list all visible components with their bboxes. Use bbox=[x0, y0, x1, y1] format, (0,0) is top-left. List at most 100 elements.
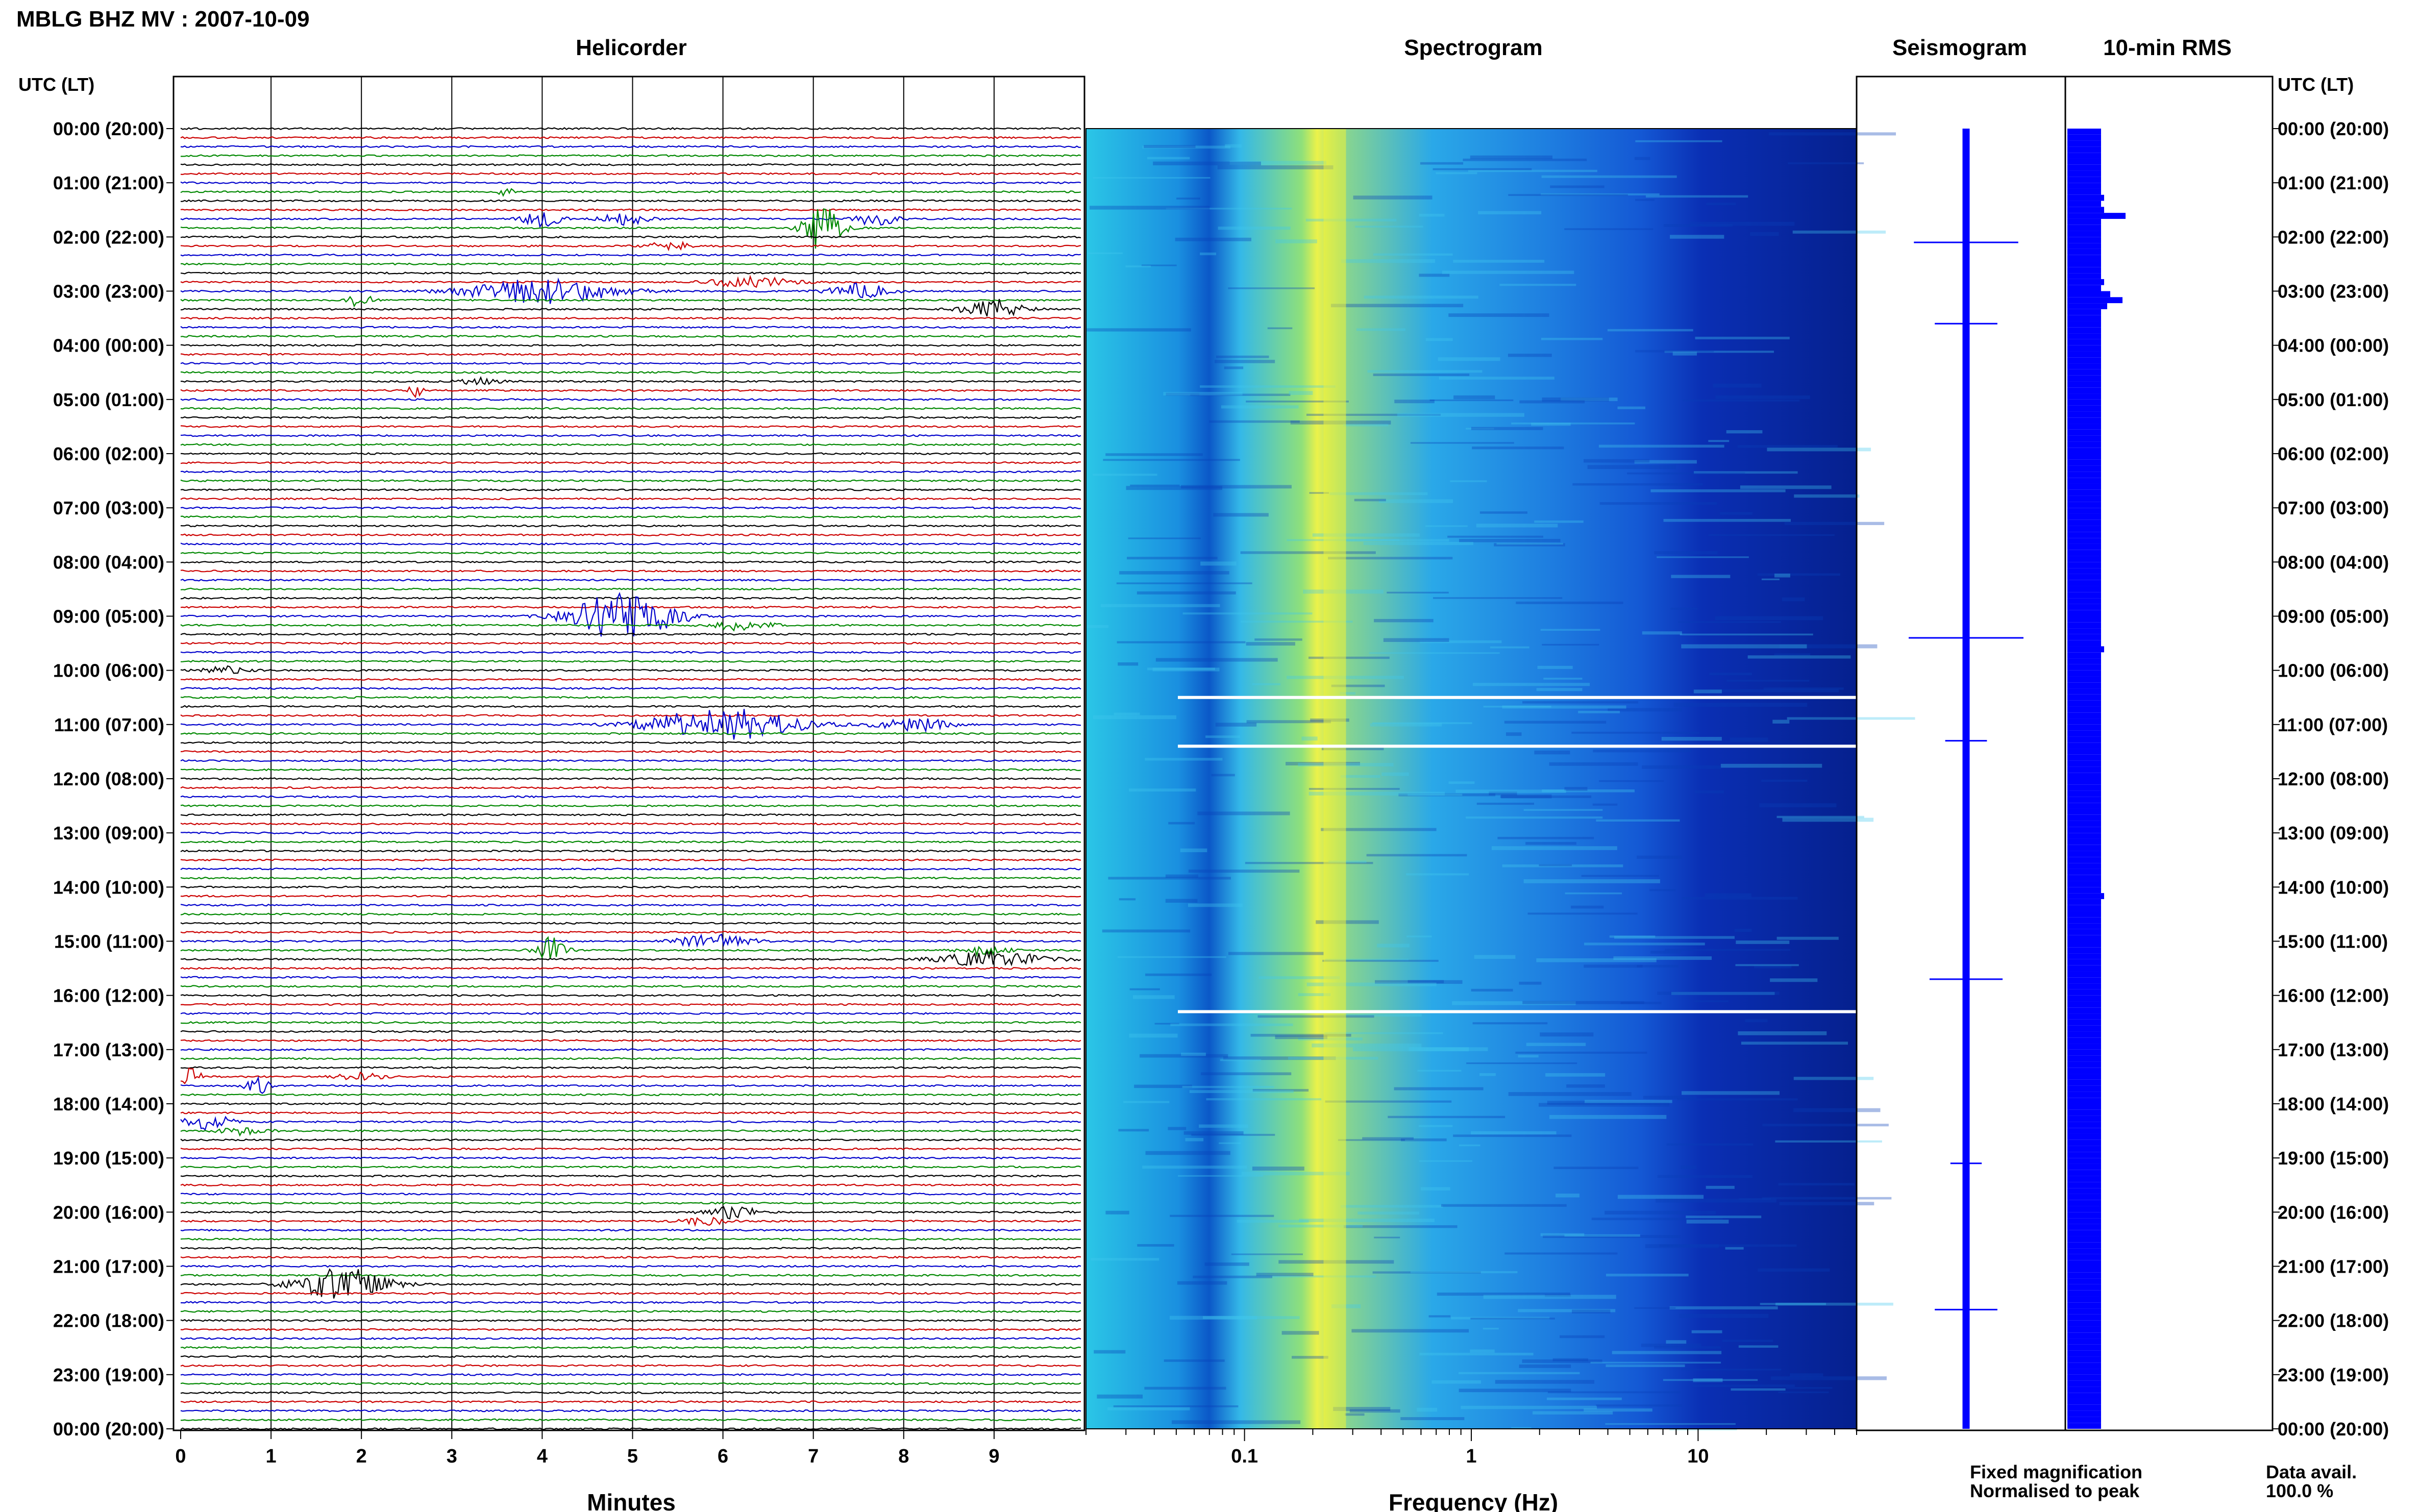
spectrogram-texture bbox=[1166, 392, 1200, 396]
helicorder-trace bbox=[180, 398, 1081, 401]
spectrogram-texture bbox=[1383, 638, 1449, 642]
helicorder-trace bbox=[180, 895, 1081, 898]
time-label: 01:00 (21:00) bbox=[53, 172, 164, 193]
spectrogram-texture bbox=[1550, 185, 1605, 188]
spectrogram-texture bbox=[1147, 157, 1190, 160]
spectrogram-texture bbox=[1645, 195, 1748, 198]
spectrogram-texture bbox=[1343, 424, 1389, 427]
time-label: 00:00 (20:00) bbox=[2278, 118, 2389, 139]
spectrogram-texture bbox=[1286, 762, 1360, 765]
spectrogram-texture bbox=[1241, 1172, 1350, 1176]
seismogram-title: Seismogram bbox=[1892, 35, 2027, 60]
helicorder-trace bbox=[180, 1093, 1081, 1097]
rms-bar bbox=[2067, 1278, 2101, 1284]
x-tick-label: 2 bbox=[356, 1446, 367, 1467]
rms-bar bbox=[2067, 959, 2101, 965]
spectrogram-texture bbox=[1793, 1077, 1874, 1080]
helicorder-trace bbox=[180, 208, 1081, 249]
helicorder-trace bbox=[180, 1057, 1081, 1060]
helicorder-trace bbox=[180, 591, 1081, 637]
spectrogram-texture bbox=[1181, 1052, 1206, 1056]
time-label: 13:00 (09:00) bbox=[53, 823, 164, 844]
spectrogram-texture bbox=[1129, 1033, 1178, 1038]
spectrogram-texture bbox=[1228, 287, 1315, 289]
spectrogram-texture bbox=[1431, 1380, 1481, 1384]
spectrogram-texture bbox=[1367, 370, 1483, 373]
spectrogram-texture bbox=[1408, 980, 1444, 983]
spectrogram-texture bbox=[1341, 1205, 1443, 1208]
spectrogram-texture bbox=[1578, 710, 1620, 713]
spectrogram-texture bbox=[1540, 1032, 1594, 1037]
helicorder-trace bbox=[180, 1427, 1081, 1430]
spectrogram-texture bbox=[1425, 338, 1453, 341]
spectrogram-texture bbox=[1490, 646, 1529, 649]
spectrogram-texture bbox=[1682, 1091, 1780, 1095]
spectrogram-texture bbox=[1726, 430, 1763, 434]
spectrogram-texture bbox=[1410, 1271, 1518, 1274]
time-axis-label-right: UTC (LT) bbox=[2278, 74, 2354, 95]
spectrogram-texture bbox=[1153, 161, 1261, 165]
spectrogram-texture bbox=[1225, 144, 1242, 148]
spectrogram-texture bbox=[1590, 1361, 1721, 1364]
spectrogram-texture bbox=[1627, 472, 1745, 475]
helicorder-trace bbox=[180, 804, 1081, 808]
helicorder-trace bbox=[180, 1039, 1081, 1043]
rms-bar bbox=[2067, 345, 2101, 352]
spectrogram-texture bbox=[1252, 1167, 1304, 1171]
rms-bar bbox=[2067, 592, 2101, 599]
time-label: 02:00 (22:00) bbox=[2278, 227, 2389, 247]
helicorder-trace bbox=[180, 633, 1081, 636]
helicorder-trace bbox=[180, 127, 1081, 130]
spectrogram-texture bbox=[1541, 337, 1603, 340]
spectrogram-texture bbox=[1775, 1302, 1893, 1306]
rms-bar bbox=[2067, 1152, 2101, 1158]
rms-bar bbox=[2067, 375, 2101, 382]
helicorder-trace bbox=[180, 903, 1081, 907]
rms-bar bbox=[2067, 1272, 2101, 1279]
spectrogram-texture bbox=[1545, 1294, 1571, 1297]
spectrogram-texture bbox=[1649, 889, 1676, 891]
helicorder-trace bbox=[180, 569, 1081, 573]
time-label: 04:00 (00:00) bbox=[2278, 335, 2389, 356]
helicorder-trace bbox=[180, 172, 1081, 176]
time-label: 19:00 (15:00) bbox=[53, 1148, 164, 1169]
spectrogram-texture bbox=[1713, 383, 1762, 388]
spectrogram-texture bbox=[1591, 1218, 1723, 1221]
rms-bar bbox=[2067, 321, 2101, 328]
spectrogram-texture bbox=[1534, 750, 1570, 755]
seismogram-trace bbox=[1962, 129, 1970, 1429]
data-availability-value: 100.0 % bbox=[2266, 1480, 2333, 1501]
spectrogram-texture bbox=[1127, 557, 1218, 560]
rms-bar bbox=[2067, 454, 2101, 460]
time-label: 10:00 (06:00) bbox=[53, 660, 164, 681]
helicorder-trace bbox=[180, 1346, 1081, 1349]
spectrogram-texture bbox=[1116, 582, 1252, 584]
spectrogram-texture bbox=[1463, 158, 1587, 161]
rms-bar bbox=[2067, 911, 2101, 918]
helicorder-trace bbox=[180, 1116, 1081, 1131]
spectrogram-texture bbox=[1779, 1202, 1874, 1206]
spectrogram-texture bbox=[1107, 1407, 1190, 1410]
rms-bar bbox=[2067, 923, 2101, 929]
spectrogram-texture bbox=[1466, 816, 1603, 819]
helicorder-trace bbox=[180, 741, 1081, 745]
spectrogram-texture bbox=[1715, 395, 1810, 399]
spectrogram-texture bbox=[1670, 235, 1724, 239]
spectrogram-texture bbox=[1206, 1098, 1322, 1101]
spectrogram-texture bbox=[1147, 667, 1215, 671]
spectrogram-texture bbox=[1185, 1138, 1204, 1142]
time-label: 06:00 (02:00) bbox=[53, 443, 164, 464]
rms-bar bbox=[2067, 1417, 2101, 1423]
spectrogram-texture bbox=[1175, 237, 1251, 241]
helicorder-trace bbox=[180, 1201, 1081, 1205]
spectrogram-texture bbox=[1451, 1317, 1550, 1320]
spectrogram-texture bbox=[1536, 688, 1583, 691]
spectrogram-texture bbox=[1176, 197, 1200, 200]
rms-bar bbox=[2067, 550, 2101, 556]
helicorder-trace bbox=[180, 1156, 1081, 1160]
rms-bar bbox=[2067, 1139, 2101, 1146]
helicorder-trace bbox=[180, 188, 1081, 197]
spectrogram-texture bbox=[1145, 1151, 1230, 1155]
spectrogram-texture bbox=[1306, 413, 1441, 416]
rms-bar bbox=[2067, 1044, 2101, 1050]
